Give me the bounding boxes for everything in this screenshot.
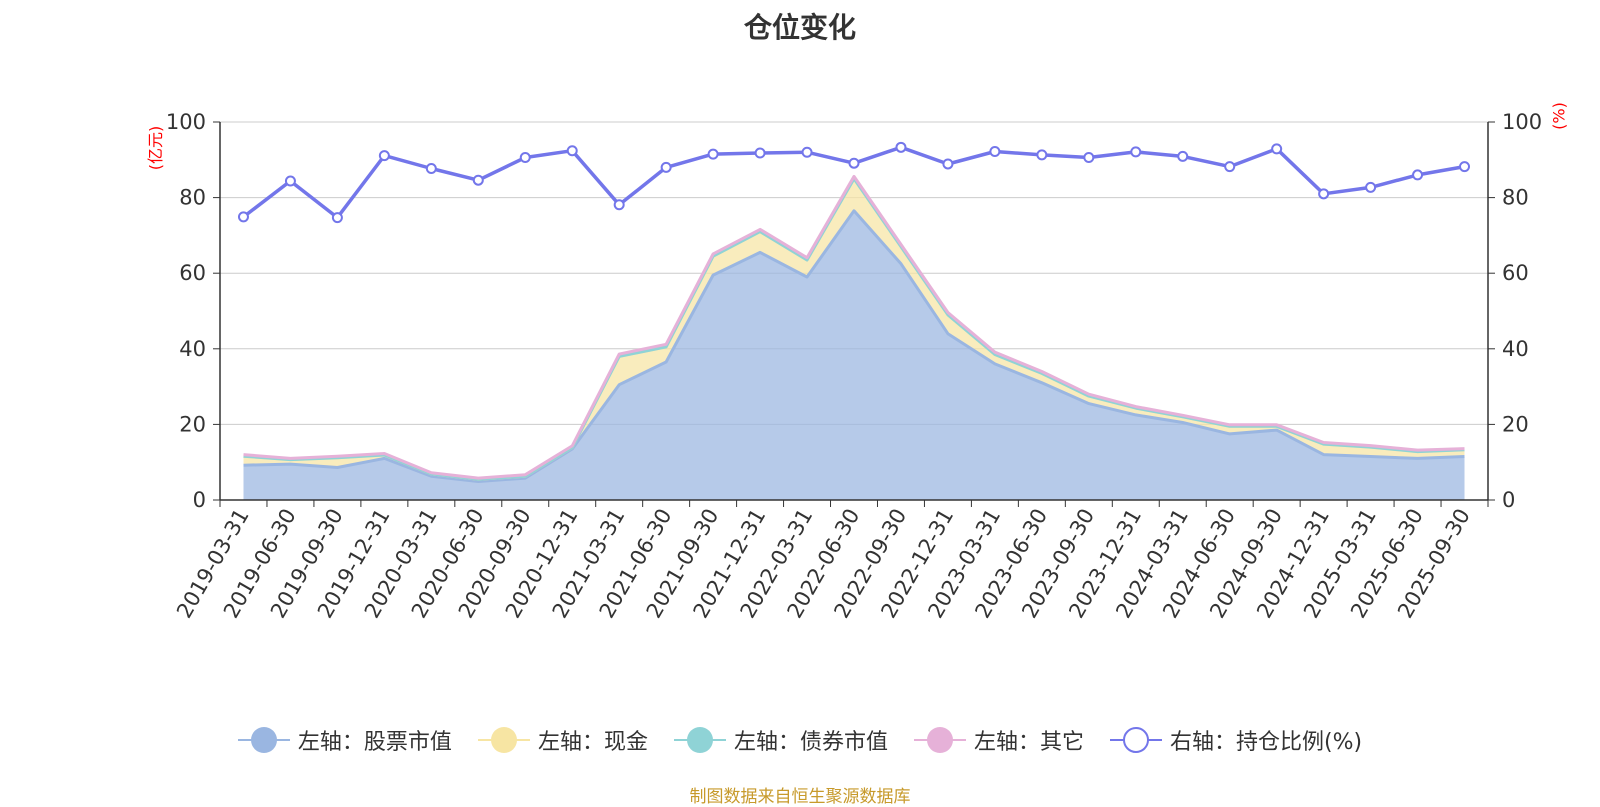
legend-item[interactable]: 左轴：其它 <box>913 724 1084 756</box>
legend-dot-icon <box>490 727 517 753</box>
ratio-point <box>989 145 1001 157</box>
legend-dot-icon <box>1122 727 1149 753</box>
ratio-point <box>1130 146 1142 158</box>
ratio-point <box>1083 152 1095 164</box>
legend-item[interactable]: 左轴：股票市值 <box>237 724 452 756</box>
legend-label: 右轴：持仓比例(%) <box>1169 730 1363 755</box>
right-tick-label: 60 <box>1502 261 1529 285</box>
ratio-point <box>1412 169 1424 181</box>
area-左轴：股票市值 <box>243 210 1465 501</box>
right-tick-label: 80 <box>1502 186 1529 210</box>
legend-symbol-icon <box>477 726 530 754</box>
left-tick-label: 80 <box>179 186 206 210</box>
left-tick-label: 40 <box>179 337 206 361</box>
legend-label: 左轴：股票市值 <box>297 730 452 755</box>
ratio-point <box>1177 150 1189 162</box>
legend-dot-icon <box>926 727 953 753</box>
legend-item[interactable]: 左轴：现金 <box>477 724 648 756</box>
ratio-point <box>331 212 343 224</box>
ratio-point <box>801 146 813 158</box>
right-tick-label: 20 <box>1502 412 1529 436</box>
right-tick-label: 40 <box>1502 337 1529 361</box>
ratio-point <box>895 141 907 153</box>
right-tick-label: 100 <box>1502 110 1542 134</box>
ratio-point <box>1036 149 1048 161</box>
ratio-point <box>284 175 296 187</box>
ratio-point <box>378 150 390 162</box>
legend: 左轴：股票市值 左轴：现金 左轴：债券市值 左轴：其它 右轴：持仓比例(%) <box>0 724 1600 756</box>
chart-title: 仓位变化 <box>743 11 856 44</box>
legend-item[interactable]: 右轴：持仓比例(%) <box>1109 724 1363 756</box>
series-line-左轴：其它 <box>243 174 1465 480</box>
legend-item[interactable]: 左轴：债券市值 <box>673 724 888 756</box>
ratio-point <box>848 157 860 169</box>
legend-symbol-icon <box>237 726 290 754</box>
legend-symbol-icon <box>1109 726 1162 754</box>
ratio-point <box>472 174 484 186</box>
ratio-point <box>707 148 719 160</box>
ratio-point <box>1318 188 1330 200</box>
area-左轴：现金 <box>243 178 1465 482</box>
ratio-point <box>942 158 954 170</box>
ratio-point <box>613 199 625 211</box>
ratio-point <box>1271 143 1283 155</box>
ratio-point <box>1459 161 1471 173</box>
legend-symbol-icon <box>673 726 726 754</box>
legend-label: 左轴：其它 <box>973 730 1084 755</box>
left-tick-label: 0 <box>193 488 206 512</box>
series-line-左轴：股票市值 <box>243 209 1465 483</box>
legend-dot-icon <box>686 727 713 753</box>
legend-symbol-icon <box>913 726 966 754</box>
left-axis-unit: (亿元) <box>146 125 165 171</box>
ratio-point <box>754 147 766 159</box>
ratio-point <box>660 161 672 173</box>
left-tick-label: 20 <box>179 412 206 436</box>
source-note: 制图数据来自恒生聚源数据库 <box>689 787 911 807</box>
ratio-point <box>425 162 437 174</box>
right-axis-unit: (%) <box>1549 102 1569 130</box>
legend-dot-icon <box>250 727 277 753</box>
ratio-point <box>1365 181 1377 193</box>
ratio-point <box>1224 161 1236 173</box>
legend-label: 左轴：债券市值 <box>733 730 888 755</box>
ratio-point <box>237 211 249 223</box>
ratio-point <box>566 145 578 157</box>
right-tick-label: 0 <box>1502 488 1515 512</box>
ratio-point <box>519 152 531 164</box>
legend-label: 左轴：现金 <box>537 730 648 755</box>
left-tick-label: 60 <box>179 261 206 285</box>
left-tick-label: 100 <box>166 110 206 134</box>
